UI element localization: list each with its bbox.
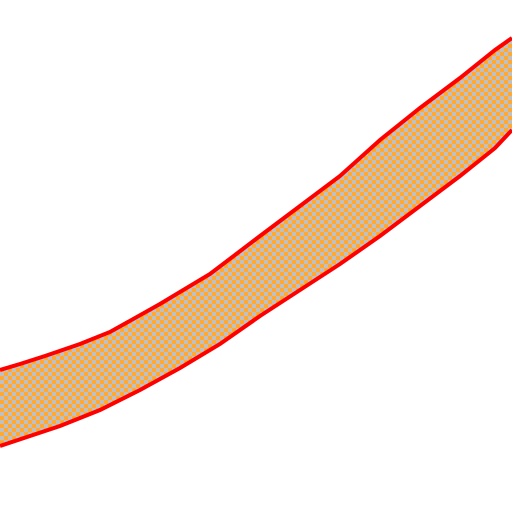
curved-band <box>0 38 512 446</box>
band-top-outline <box>0 36 512 372</box>
band-bottom-outline <box>0 128 512 448</box>
